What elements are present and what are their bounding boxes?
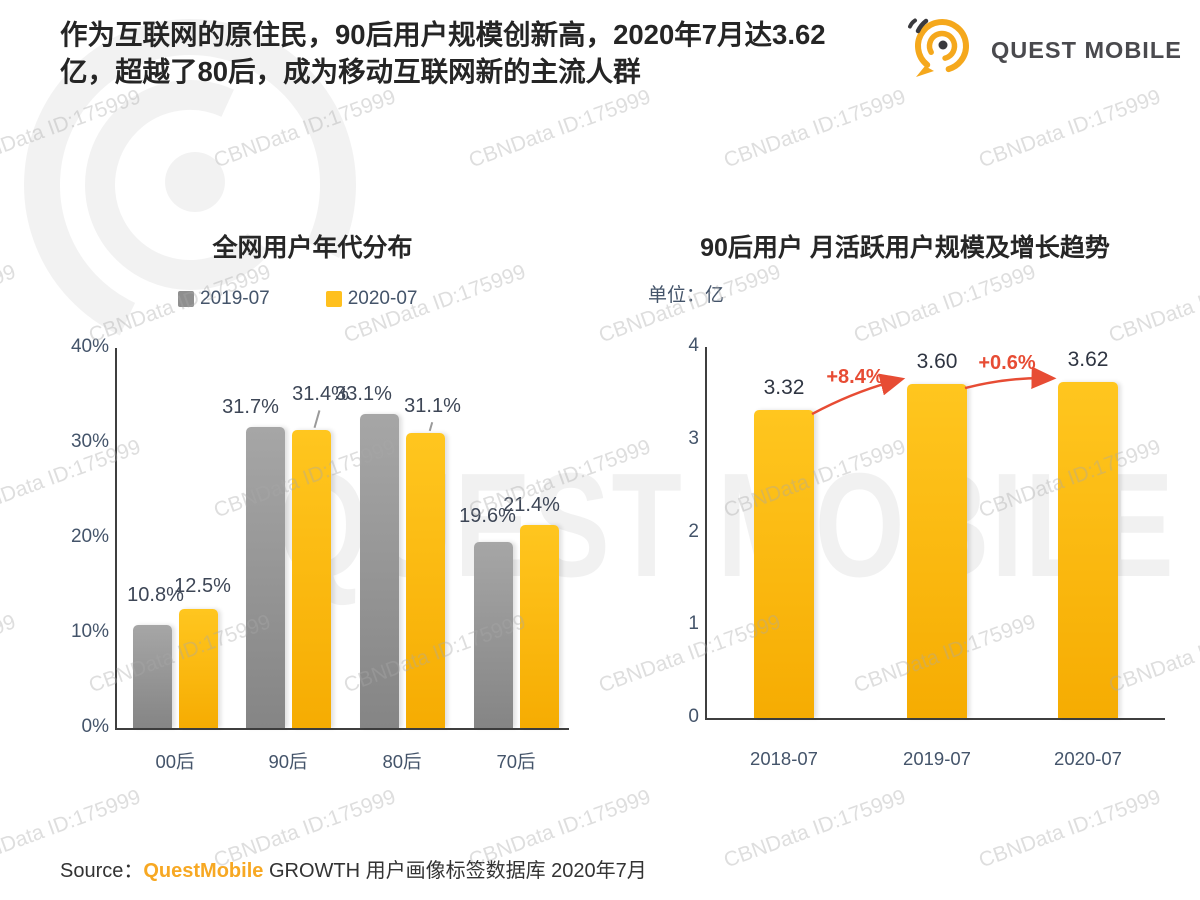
bar-2020-00后 xyxy=(179,609,218,728)
source-prefix: Source： xyxy=(60,860,144,882)
bar-value-label: 21.4% xyxy=(503,493,560,516)
bar-2019-00后 xyxy=(133,625,172,728)
questmobile-logo-text: QUEST MOBILE xyxy=(991,36,1182,63)
bar-value-label: 10.8% xyxy=(127,584,184,607)
growth-label: +8.4% xyxy=(826,366,883,388)
legend-swatch-2020 xyxy=(325,291,342,307)
bar-value-label: 19.6% xyxy=(459,504,516,527)
watermark-tile: CBNData ID:175999 xyxy=(720,85,909,173)
watermark-tile: CBNData ID:175999 xyxy=(720,785,909,873)
y-axis-label: 1 xyxy=(688,613,699,635)
source-line: Source：QuestMobile GROWTH 用户画像标签数据库 2020… xyxy=(60,854,647,883)
source-brand: QuestMobile xyxy=(143,860,264,882)
bar-2019-70后 xyxy=(474,541,513,728)
bar-2020-90后 xyxy=(292,429,331,728)
legend-swatch-2019 xyxy=(178,291,194,307)
growth-arrow xyxy=(964,366,1057,390)
age-distribution-chart: 10.8% 12.5% 00后 31.7% 31.4% 90后 33.1% 31.1% 80后 1… xyxy=(71,336,569,772)
bar-value-label: 33.1% xyxy=(335,382,392,405)
left-chart-title: 全网用户年代分布 xyxy=(212,234,413,262)
watermark-tile: CBNData ID:175999 xyxy=(1105,260,1200,348)
label-leader-line xyxy=(428,421,433,431)
label-leader-line xyxy=(313,409,320,428)
bar-value-label: 3.62 xyxy=(1067,348,1109,372)
bar-value-label: 31.4% xyxy=(292,382,349,405)
legend-label-2019: 2019-07 xyxy=(200,288,270,309)
y-axis-label: 20% xyxy=(70,526,109,547)
bar-2019-80后 xyxy=(360,413,399,728)
watermark-tile: CBNData ID:175999 xyxy=(0,610,19,697)
legend-item-2019: 2019-07 xyxy=(178,288,270,310)
bar-value-label: 3.60 xyxy=(916,350,958,374)
right-chart-title: 90后用户 月活跃用户规模及增长趋势 xyxy=(700,234,1110,262)
bar-value-label: 31.1% xyxy=(404,394,461,417)
bar-value-label: 12.5% xyxy=(174,575,231,598)
x-axis-label: 2019-07 xyxy=(903,748,971,769)
x-axis-label: 00后 xyxy=(155,751,195,772)
source-suffix: GROWTH 用户画像标签数据库 2020年7月 xyxy=(263,860,647,882)
page-title-line2: 亿，超越了80后，成为移动互联网新的主流人群 xyxy=(60,56,641,87)
mau-trend-chart: 3.32 2018-07 3.60 2019-07 3.62 2020-07 0 1 2 3 4 +8… xyxy=(688,335,1165,769)
x-axis-label: 2020-07 xyxy=(1054,748,1122,769)
bar-2018-07 xyxy=(754,410,814,718)
y-axis-label: 30% xyxy=(70,431,109,452)
watermark-tile: CBNData ID:175999 xyxy=(975,85,1164,173)
growth-arrows: +8.4% +0.6% xyxy=(811,352,1057,416)
watermark-tile: CBNData ID:175999 xyxy=(975,785,1164,873)
bar-2019-07 xyxy=(907,384,967,718)
x-axis-label: 70后 xyxy=(496,751,536,772)
bar-value-label: 31.7% xyxy=(222,395,279,418)
bar-2019-90后 xyxy=(246,426,285,728)
bar-2020-07 xyxy=(1058,382,1118,718)
unit-label: 单位：亿 xyxy=(648,285,725,306)
questmobile-logo-icon xyxy=(908,18,969,77)
bar-value-label: 3.32 xyxy=(763,376,805,400)
x-axis-label: 80后 xyxy=(382,751,422,772)
legend-label-2020: 2020-07 xyxy=(347,288,418,309)
y-axis-label: 4 xyxy=(688,335,699,356)
growth-arrow xyxy=(811,373,906,416)
bar-2020-70后 xyxy=(520,524,559,728)
y-axis-label: 3 xyxy=(688,427,699,449)
page-title-line1: 作为互联网的原住民，90后用户规模创新高，2020年7月达3.62 xyxy=(60,19,826,50)
y-axis-label: 2 xyxy=(688,520,699,542)
left-chart-legend: 2019-07 2020-07 xyxy=(178,288,417,310)
y-axis-label: 0 xyxy=(688,706,699,727)
questmobile-logo: QUEST MOBILE xyxy=(901,12,1182,78)
y-axis-label: 10% xyxy=(70,621,109,642)
watermark-tile: CBNData ID:175999 xyxy=(850,260,1039,348)
y-axis-label: 0% xyxy=(81,716,109,737)
page-title: 作为互联网的原住民，90后用户规模创新高，2020年7月达3.62 亿，超越了8… xyxy=(60,16,920,90)
growth-label: +0.6% xyxy=(978,352,1035,374)
bar-2020-80后 xyxy=(406,432,445,728)
watermark-tile: CBNData ID:175999 xyxy=(465,85,654,173)
x-axis-label: 90后 xyxy=(268,751,308,772)
ghost-logo-watermark xyxy=(24,19,356,351)
legend-item-2020: 2020-07 xyxy=(325,288,418,310)
y-axis-label: 40% xyxy=(70,336,109,357)
x-axis-label: 2018-07 xyxy=(750,748,818,769)
